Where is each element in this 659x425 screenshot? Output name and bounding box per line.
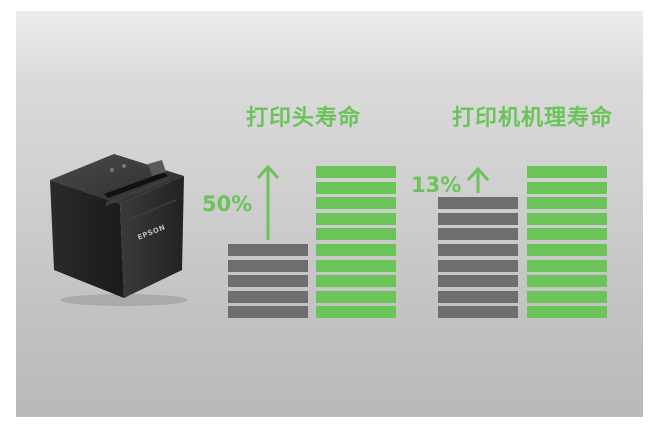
before-segment xyxy=(228,306,308,319)
after-segment xyxy=(527,244,607,256)
before-segment xyxy=(228,244,308,256)
before-segment xyxy=(228,275,308,288)
before-segment xyxy=(438,275,518,288)
after-segment xyxy=(527,306,607,319)
after-segment xyxy=(527,181,607,194)
before-segment xyxy=(438,290,518,303)
before-segment xyxy=(438,212,518,225)
after-segment xyxy=(316,306,396,319)
after-segment xyxy=(316,259,396,272)
after-segment xyxy=(527,228,607,241)
mechanism-increase-label: 13% xyxy=(411,173,462,197)
printer-image: EPSON xyxy=(44,146,188,306)
before-segment xyxy=(438,244,518,256)
before-segment xyxy=(228,259,308,272)
after-segment xyxy=(316,244,396,256)
after-segment xyxy=(316,166,396,178)
after-segment xyxy=(527,290,607,303)
after-segment xyxy=(527,275,607,288)
before-segment xyxy=(438,259,518,272)
after-segment xyxy=(316,228,396,241)
after-segment xyxy=(316,197,396,210)
up-arrow-icon xyxy=(256,164,280,240)
print-head-life-title: 打印头寿命 xyxy=(246,106,362,131)
after-segment xyxy=(527,166,607,178)
before-segment xyxy=(438,228,518,241)
print-head-after-stack xyxy=(316,164,396,320)
up-arrow-icon xyxy=(466,166,490,193)
before-segment xyxy=(438,306,518,319)
after-segment xyxy=(527,259,607,272)
mechanism-life-title: 打印机机理寿命 xyxy=(452,106,614,131)
after-segment xyxy=(316,290,396,303)
after-segment xyxy=(316,212,396,225)
after-segment xyxy=(527,197,607,210)
print-head-before-stack xyxy=(228,242,308,320)
mechanism-before-stack xyxy=(438,195,518,320)
after-segment xyxy=(316,275,396,288)
before-segment xyxy=(228,290,308,303)
before-segment xyxy=(438,197,518,210)
print-head-increase-label: 50% xyxy=(202,192,253,216)
after-segment xyxy=(316,181,396,194)
mechanism-after-stack xyxy=(527,164,607,320)
after-segment xyxy=(527,212,607,225)
